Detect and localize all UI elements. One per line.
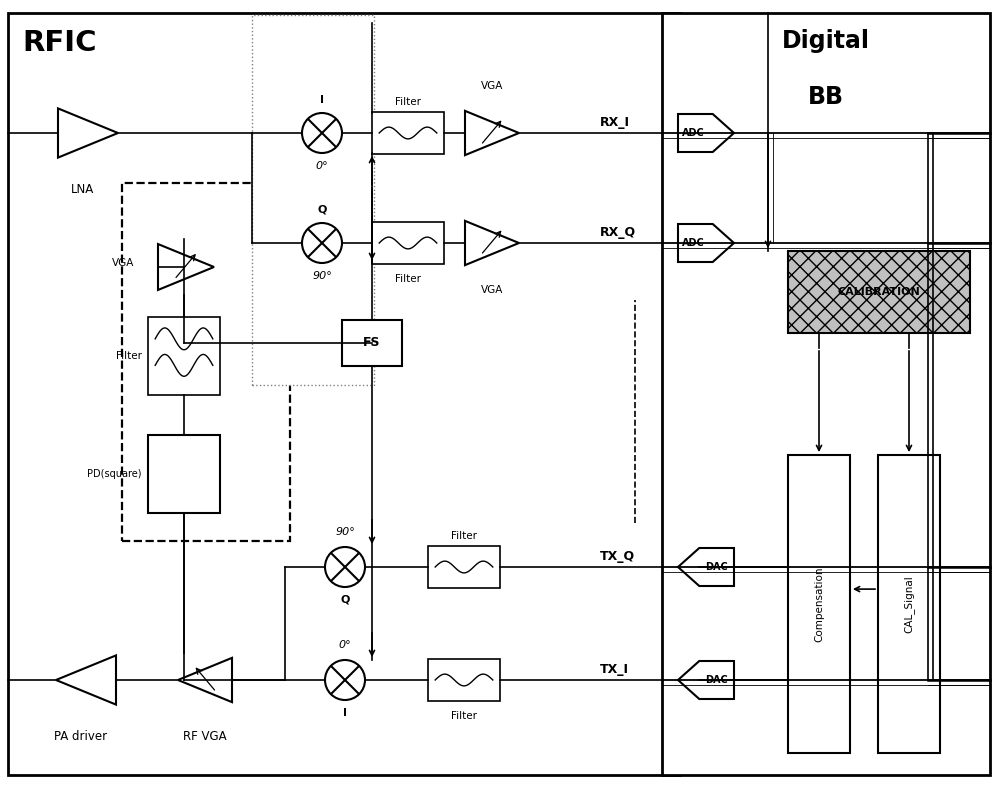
FancyBboxPatch shape (788, 251, 970, 333)
Text: CAL_Signal: CAL_Signal (904, 575, 914, 633)
Text: Q: Q (317, 205, 327, 215)
FancyBboxPatch shape (122, 183, 290, 541)
Text: PA driver: PA driver (54, 730, 108, 743)
Text: DAC: DAC (705, 562, 727, 572)
FancyBboxPatch shape (8, 13, 680, 775)
FancyBboxPatch shape (428, 659, 500, 701)
Text: VGA: VGA (112, 258, 134, 268)
Text: FS: FS (363, 337, 381, 349)
FancyBboxPatch shape (342, 320, 402, 366)
Text: VGA: VGA (481, 285, 503, 295)
Text: Compensation: Compensation (814, 566, 824, 642)
Text: Q: Q (340, 595, 350, 605)
Text: I: I (320, 95, 324, 105)
Text: I: I (343, 708, 347, 718)
Text: LNA: LNA (71, 183, 95, 196)
FancyBboxPatch shape (662, 13, 990, 775)
FancyBboxPatch shape (148, 435, 220, 513)
FancyBboxPatch shape (372, 222, 444, 264)
Text: Filter: Filter (116, 351, 142, 361)
Text: DAC: DAC (705, 675, 727, 685)
Text: CALIBRATION: CALIBRATION (838, 287, 920, 297)
Text: RF VGA: RF VGA (183, 730, 227, 743)
FancyBboxPatch shape (372, 112, 444, 154)
Text: RX_I: RX_I (600, 116, 630, 129)
Text: 0°: 0° (339, 640, 351, 650)
Text: RFIC: RFIC (22, 29, 96, 57)
Text: ADC: ADC (682, 128, 705, 138)
Text: Digital: Digital (782, 29, 870, 53)
Text: Filter: Filter (451, 711, 477, 721)
Text: PD(square): PD(square) (88, 469, 142, 479)
FancyBboxPatch shape (788, 455, 850, 753)
Text: BB: BB (808, 85, 844, 109)
Text: Filter: Filter (395, 97, 421, 107)
Text: TX_Q: TX_Q (600, 550, 635, 563)
Text: Filter: Filter (395, 274, 421, 284)
Text: VGA: VGA (481, 81, 503, 91)
FancyBboxPatch shape (878, 455, 940, 753)
FancyBboxPatch shape (148, 317, 220, 395)
FancyBboxPatch shape (428, 546, 500, 588)
Text: 0°: 0° (316, 161, 328, 171)
Text: RX_Q: RX_Q (600, 226, 636, 239)
Text: ADC: ADC (682, 238, 705, 248)
Text: TX_I: TX_I (600, 663, 629, 676)
FancyBboxPatch shape (252, 15, 374, 385)
Text: Filter: Filter (451, 531, 477, 541)
Text: 90°: 90° (312, 271, 332, 281)
Text: 90°: 90° (335, 527, 355, 537)
